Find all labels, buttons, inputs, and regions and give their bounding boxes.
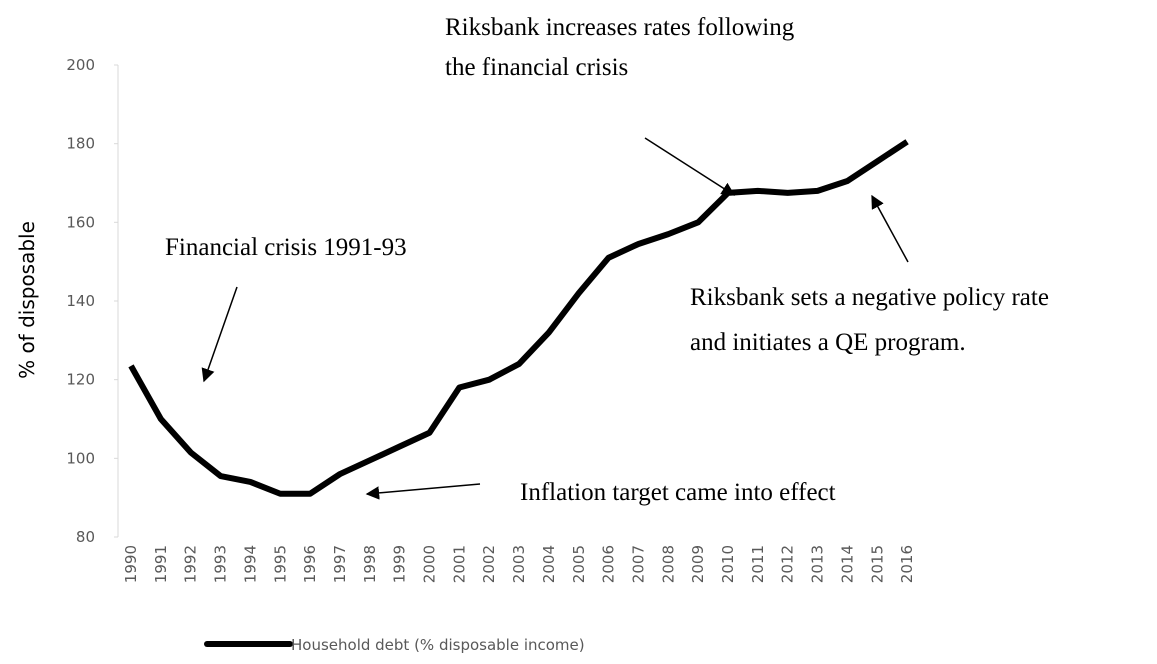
annotation: Riksbank sets a negative policy rate [690, 284, 1049, 311]
legend-label: Household debt (% disposable income) [291, 636, 585, 654]
y-tick-label: 100 [66, 449, 95, 467]
x-tick-label: 2015 [868, 545, 886, 583]
y-tick-label: 80 [76, 528, 95, 546]
x-tick-label: 2014 [838, 545, 856, 583]
x-tick-label: 1993 [212, 545, 230, 583]
x-tick-label: 1994 [241, 545, 259, 583]
data-line [128, 139, 909, 497]
y-tick-label: 140 [66, 292, 95, 310]
annotation: the financial crisis [445, 54, 628, 81]
y-tick-label: 120 [66, 371, 95, 389]
y-tick-label: 200 [66, 56, 95, 74]
x-tick-label: 2013 [809, 545, 827, 583]
x-tick-label: 2016 [898, 545, 916, 583]
arrow [365, 483, 481, 500]
x-tick-label: 2002 [480, 545, 498, 583]
annotation: and initiates a QE program. [690, 329, 966, 356]
x-tick-label: 1995 [271, 545, 289, 583]
x-tick-label: 2006 [600, 545, 618, 583]
x-tick-label: 2012 [779, 545, 797, 583]
x-tick-label: 2001 [450, 545, 468, 583]
x-tick-label: 2007 [629, 545, 647, 583]
y-tick-label: 160 [66, 213, 95, 231]
x-tick-label: 2009 [689, 545, 707, 583]
x-tick-label: 2003 [510, 545, 528, 583]
annotation: Riksbank increases rates following [445, 14, 795, 41]
arrow [871, 194, 909, 263]
arrow [644, 137, 736, 196]
y-axis-label: % of disposable [15, 221, 39, 379]
annotation: Inflation target came into effect [520, 479, 836, 506]
x-tick-label: 1991 [152, 545, 170, 583]
x-tick-label: 1996 [301, 545, 319, 583]
x-tick-label: 1998 [361, 545, 379, 583]
x-tick-label: 2008 [659, 545, 677, 583]
x-tick-label: 2010 [719, 545, 737, 583]
x-tick-label: 1999 [391, 545, 409, 583]
y-tick-label: 180 [66, 135, 95, 153]
annotation: Financial crisis 1991-93 [165, 234, 407, 261]
x-tick-label: 2004 [540, 545, 558, 583]
arrow [201, 286, 238, 383]
x-tick-label: 2011 [749, 545, 767, 583]
x-tick-label: 1997 [331, 545, 349, 583]
x-tick-label: 1992 [182, 545, 200, 583]
x-tick-label: 2000 [421, 545, 439, 583]
x-tick-label: 2005 [570, 545, 588, 583]
x-tick-label: 1990 [122, 545, 140, 583]
